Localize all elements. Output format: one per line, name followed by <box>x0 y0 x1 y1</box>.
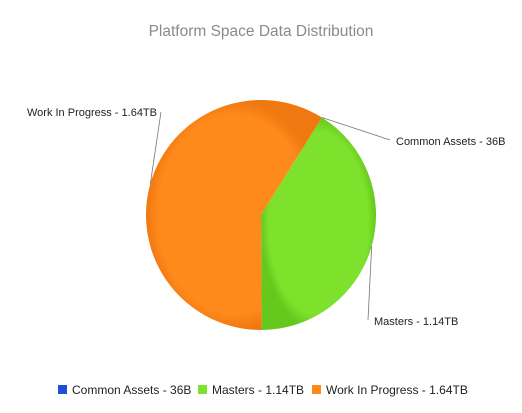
legend-label-common-assets: Common Assets - 36B <box>72 383 191 397</box>
legend-item-masters[interactable]: Masters - 1.14TB <box>198 383 304 397</box>
legend-label-work-in-progress: Work In Progress - 1.64TB <box>326 383 468 397</box>
legend-label-masters: Masters - 1.14TB <box>212 383 304 397</box>
pie-slice-work-in-progress[interactable] <box>145 99 322 330</box>
leader-line-work-in-progress <box>149 111 162 184</box>
legend-item-common-assets[interactable]: Common Assets - 36B <box>58 383 191 397</box>
legend-swatch-masters <box>198 385 207 394</box>
leader-line-masters <box>367 246 373 321</box>
legend-swatch-work-in-progress <box>312 385 321 394</box>
pie-slices <box>145 99 376 330</box>
slice-label-masters: Masters - 1.14TB <box>374 316 458 328</box>
legend-swatch-common-assets <box>58 385 67 394</box>
slice-label-common-assets: Common Assets - 36B <box>396 136 505 148</box>
pie-slice-masters[interactable] <box>261 117 376 330</box>
legend-item-work-in-progress[interactable]: Work In Progress - 1.64TB <box>312 383 468 397</box>
chart-title: Platform Space Data Distribution <box>149 23 374 40</box>
slice-labels: Common Assets - 36B Masters - 1.14TB Work … <box>27 107 505 328</box>
legend: Common Assets - 36B Masters - 1.14TB Wor… <box>58 383 468 397</box>
leader-line-common-assets <box>321 117 391 141</box>
slice-label-work-in-progress: Work In Progress - 1.64TB <box>27 107 157 119</box>
